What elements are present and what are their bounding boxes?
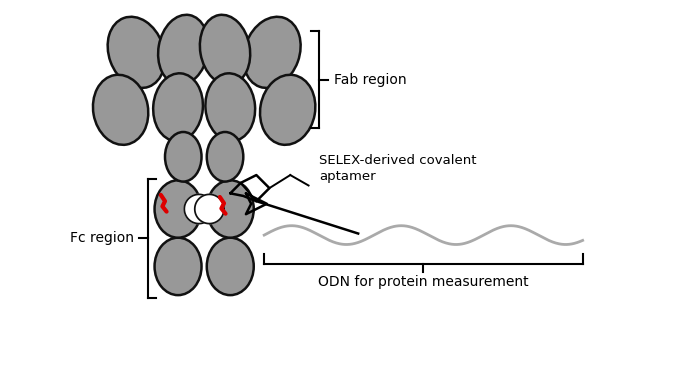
Polygon shape — [184, 194, 214, 224]
Ellipse shape — [243, 17, 301, 88]
Ellipse shape — [155, 180, 201, 238]
Ellipse shape — [207, 180, 253, 238]
Ellipse shape — [158, 15, 208, 85]
Text: ODN for protein measurement: ODN for protein measurement — [318, 275, 529, 289]
Ellipse shape — [153, 73, 203, 141]
Text: Fc region: Fc region — [70, 232, 134, 246]
Ellipse shape — [200, 15, 250, 85]
Ellipse shape — [260, 75, 315, 145]
Text: SELEX-derived covalent
aptamer: SELEX-derived covalent aptamer — [319, 154, 477, 183]
Ellipse shape — [165, 132, 201, 181]
Text: Fab region: Fab region — [334, 73, 406, 87]
Ellipse shape — [207, 238, 253, 295]
Polygon shape — [195, 194, 224, 224]
Ellipse shape — [93, 75, 148, 145]
Ellipse shape — [155, 238, 201, 295]
Ellipse shape — [108, 17, 165, 88]
Ellipse shape — [206, 73, 255, 141]
Ellipse shape — [207, 132, 243, 181]
